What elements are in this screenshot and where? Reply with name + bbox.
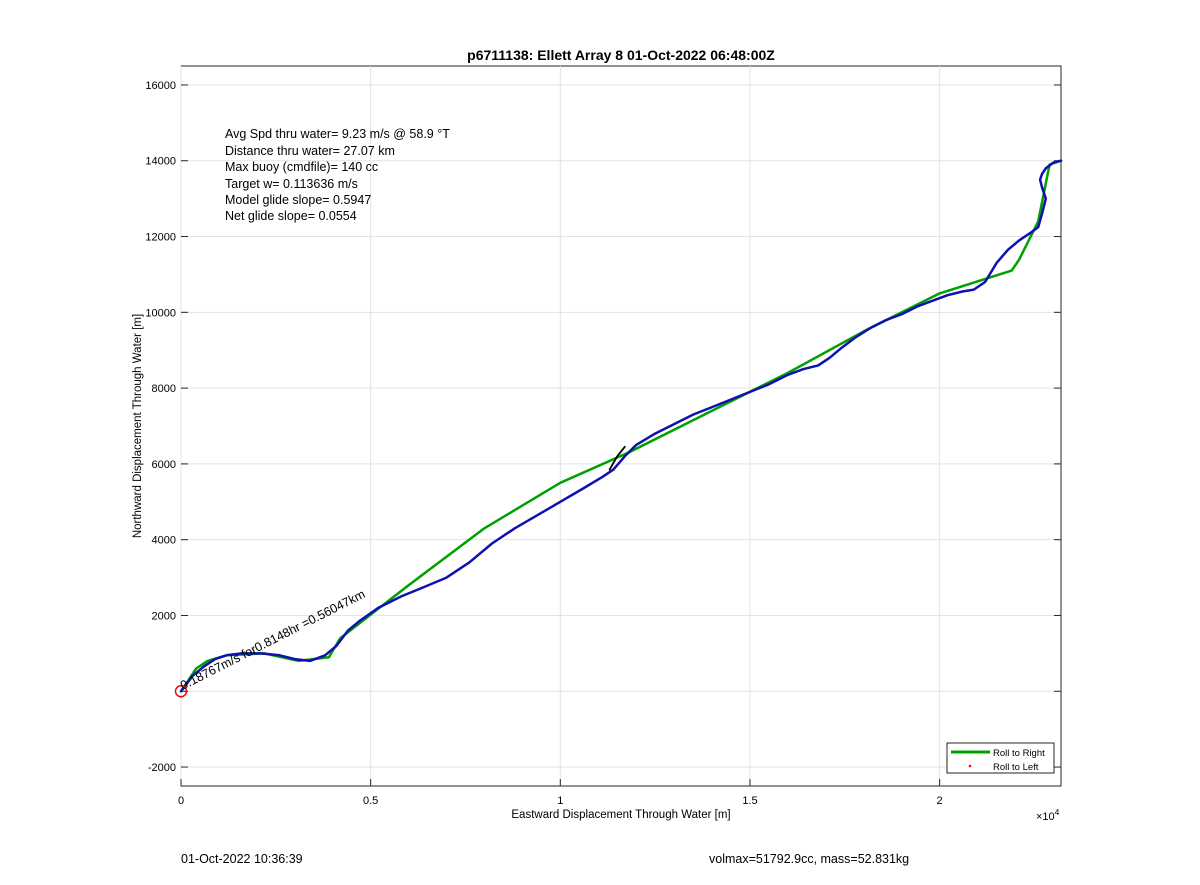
info-line-avg-speed: Avg Spd thru water= 9.23 m/s @ 58.9 °T — [225, 127, 450, 141]
y-tick-label: 16000 — [145, 80, 176, 92]
y-tick-label: 2000 — [152, 610, 176, 622]
info-line-distance: Distance thru water= 27.07 km — [225, 144, 395, 158]
y-tick-label: -2000 — [148, 762, 176, 774]
start-marker — [174, 685, 188, 698]
plot-area — [180, 65, 1062, 787]
axis-ticks: 0 0.5 1 1.5 2 -2000 2000 4000 6000 8000 10000 12000… — [145, 80, 1061, 807]
legend-box — [946, 742, 1055, 774]
footer-timestamp: 01-Oct-2022 10:36:39 — [181, 852, 303, 866]
info-line-net-glide: Net glide slope= 0.0554 — [225, 209, 357, 223]
info-line-target-w: Target w= 0.113636 m/s — [225, 177, 358, 191]
grid-lines — [180, 66, 1061, 786]
x-tick-label: 1.5 — [742, 795, 757, 807]
x-tick-label: 2 — [937, 795, 943, 807]
chart-title: p6711138: Ellett Array 8 01-Oct-2022 06:… — [467, 47, 775, 63]
x-axis-exponent-base: ×10 — [1036, 811, 1055, 823]
series-line-2 — [608, 445, 626, 471]
series-group — [179, 159, 1063, 693]
x-axis-label: Eastward Displacement Through Water [m] — [511, 809, 730, 821]
y-tick-label: 8000 — [152, 383, 176, 395]
y-tick-label: 4000 — [152, 535, 176, 547]
y-tick-label: 6000 — [152, 459, 176, 471]
x-tick-label: 0 — [178, 795, 184, 807]
marker-group — [174, 685, 188, 698]
x-axis-exponent: ×104 — [1036, 807, 1060, 823]
y-axis-label: Northward Displacement Through Water [m] — [132, 314, 144, 538]
legend-swatch-roll-left — [968, 764, 972, 768]
legend-label-roll-right: Roll to Right — [993, 748, 1045, 759]
y-tick-label: 14000 — [145, 156, 176, 168]
info-text-block: Avg Spd thru water= 9.23 m/s @ 58.9 °T D… — [225, 127, 450, 223]
legend-label-roll-left: Roll to Left — [993, 762, 1039, 773]
x-axis-exponent-power: 4 — [1055, 807, 1060, 817]
y-tick-label: 10000 — [145, 307, 176, 319]
legend: Roll to Right Roll to Left — [946, 742, 1055, 774]
x-tick-label: 1 — [557, 795, 563, 807]
y-tick-label: 12000 — [145, 232, 176, 244]
x-tick-label: 0.5 — [363, 795, 378, 807]
info-line-model-glide: Model glide slope= 0.5947 — [225, 193, 371, 207]
series-line-1 — [179, 159, 1063, 693]
footer-vol-mass: volmax=51792.9cc, mass=52.831kg — [709, 852, 910, 866]
info-line-max-buoy: Max buoy (cmdfile)= 140 cc — [225, 160, 378, 174]
